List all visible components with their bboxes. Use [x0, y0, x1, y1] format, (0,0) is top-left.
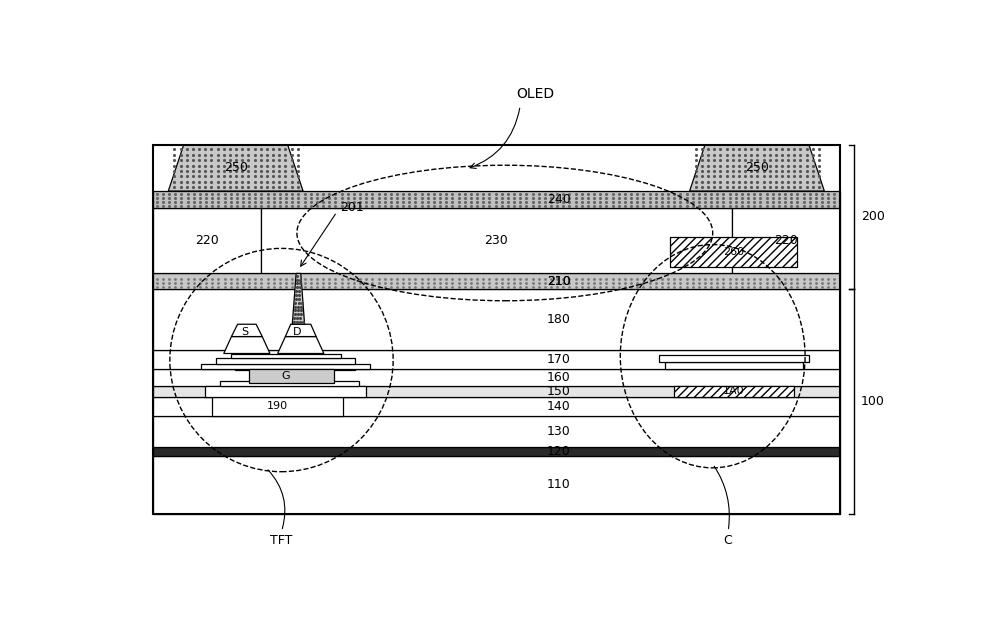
Bar [153, 456, 840, 513]
Text: 210: 210 [547, 275, 571, 288]
Bar [153, 191, 840, 208]
Text: 170: 170 [547, 353, 571, 366]
Text: 230: 230 [484, 234, 508, 247]
Text: C: C [724, 534, 732, 547]
Text: 220: 220 [774, 234, 798, 247]
Text: 130: 130 [547, 425, 571, 438]
Text: 1A0: 1A0 [723, 386, 745, 396]
Text: G: G [281, 371, 290, 381]
Text: 250: 250 [745, 161, 769, 174]
Bar [153, 350, 840, 369]
Text: 250: 250 [224, 161, 248, 174]
Text: 180: 180 [547, 313, 571, 326]
Polygon shape [224, 336, 270, 353]
Text: 100: 100 [861, 395, 885, 407]
Bar [205, 386, 366, 397]
Polygon shape [278, 336, 324, 353]
Bar [153, 289, 840, 350]
Bar [153, 397, 840, 416]
Text: 160: 160 [547, 371, 571, 384]
Bar [249, 369, 334, 383]
Bar [670, 237, 797, 267]
Text: 190: 190 [267, 401, 288, 411]
Polygon shape [231, 324, 262, 336]
Text: TFT: TFT [270, 534, 293, 547]
Polygon shape [285, 324, 316, 336]
Text: 240: 240 [547, 193, 571, 206]
Bar [231, 353, 341, 358]
Text: 140: 140 [547, 400, 571, 413]
Text: 210: 210 [547, 275, 571, 288]
Bar [153, 208, 261, 273]
Bar [153, 273, 840, 289]
Polygon shape [168, 145, 303, 191]
Bar [659, 355, 809, 361]
Polygon shape [292, 273, 305, 324]
Text: OLED: OLED [517, 87, 555, 101]
Bar [153, 145, 840, 513]
Text: 150: 150 [547, 385, 571, 397]
Bar [220, 381, 358, 386]
Text: S: S [242, 327, 249, 337]
Bar [153, 369, 840, 386]
Bar [212, 397, 343, 416]
Bar [235, 366, 355, 371]
Text: 110: 110 [547, 478, 571, 492]
Bar [665, 361, 803, 369]
Polygon shape [690, 145, 824, 191]
Bar [153, 386, 840, 397]
Bar [261, 208, 732, 273]
Text: 201: 201 [340, 201, 364, 214]
Bar [732, 208, 840, 273]
Text: 220: 220 [195, 234, 219, 247]
Bar [153, 416, 840, 447]
Bar [674, 386, 794, 397]
Bar [216, 358, 355, 363]
Bar [153, 447, 840, 456]
Text: 260: 260 [723, 247, 744, 257]
Text: D: D [293, 327, 301, 337]
Text: 120: 120 [547, 445, 571, 458]
Bar [201, 363, 370, 369]
Text: 200: 200 [861, 211, 885, 223]
